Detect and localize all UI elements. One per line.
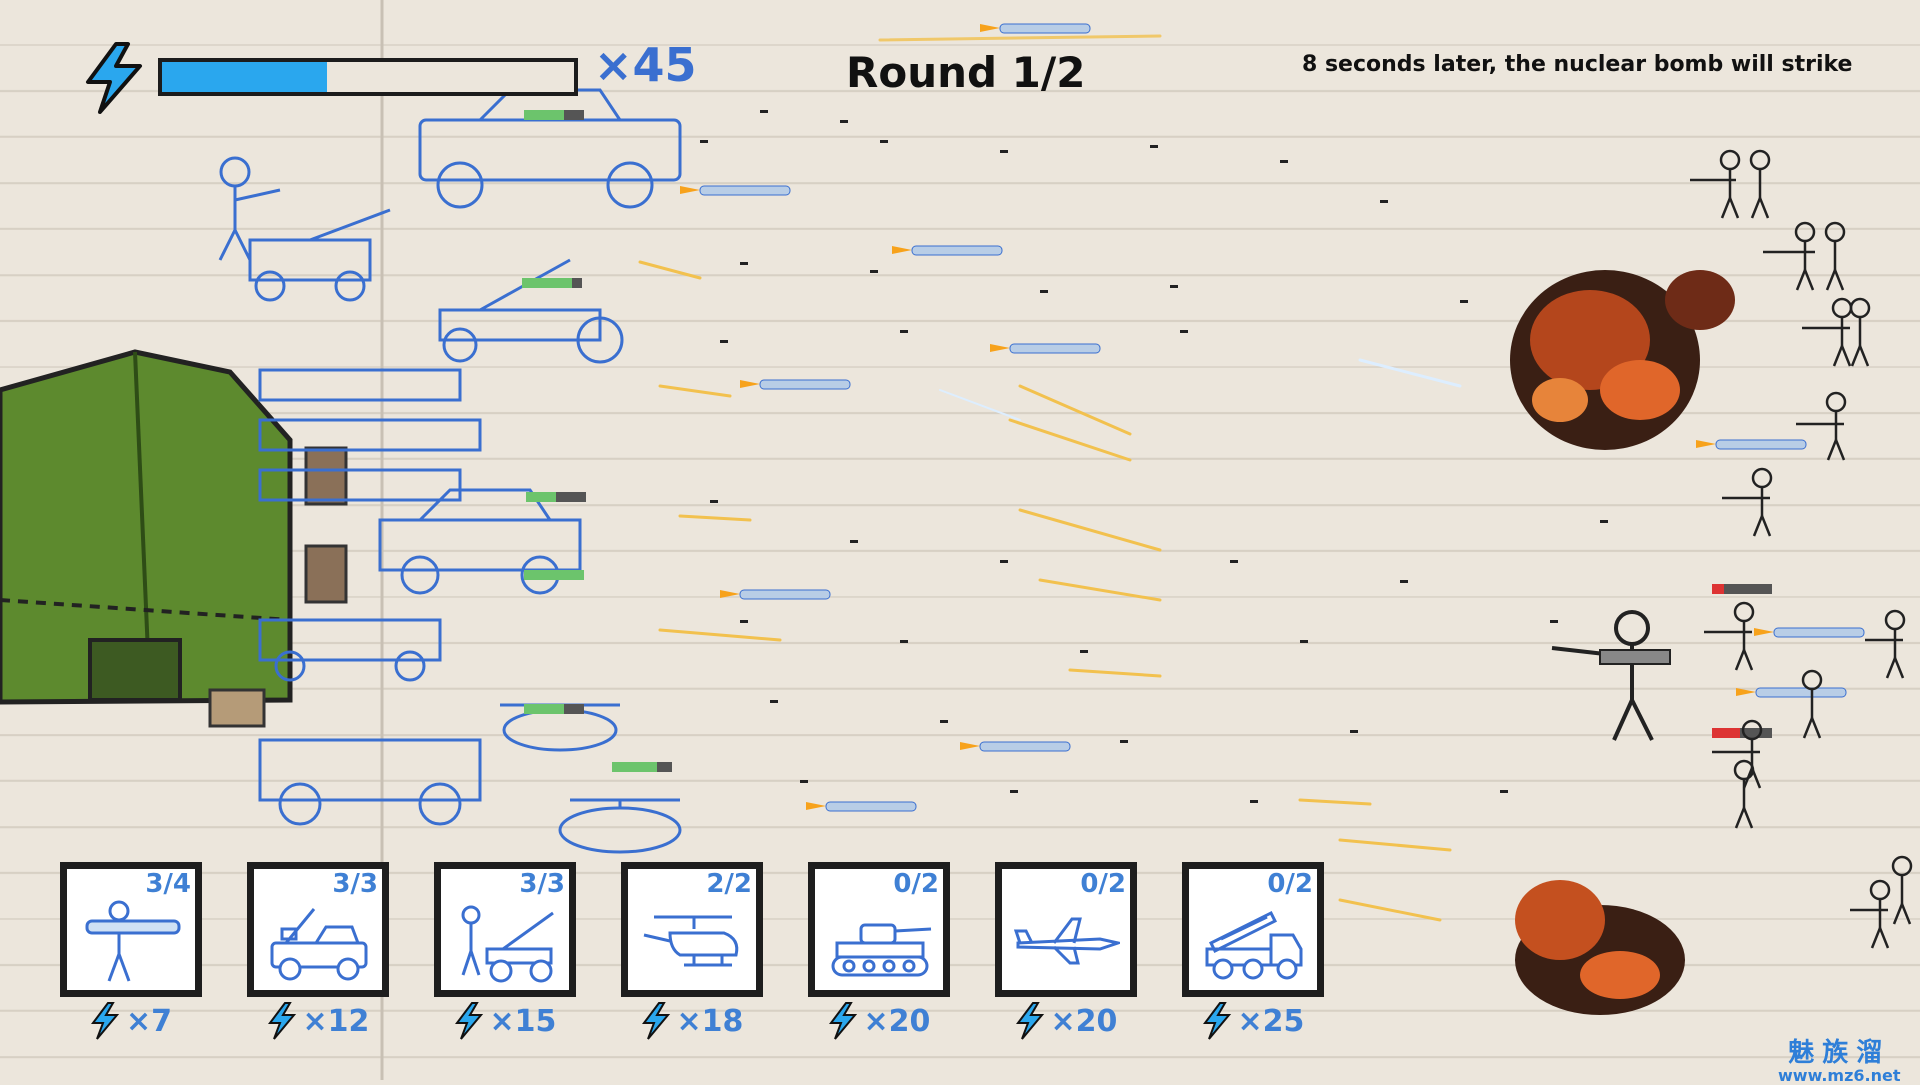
unit-capacity: 2/2 [706,869,752,899]
energy-bar [158,58,578,96]
unit-capacity: 0/2 [893,869,939,899]
unit-cost-value: ×25 [1237,1003,1305,1039]
round-indicator: Round 1/2 [846,48,1086,97]
unit-cost-fighter-jet: ×20 [995,1002,1137,1040]
explosion-upper [1510,270,1735,450]
lightning-bolt-icon [90,1002,120,1040]
unit-capacity: 0/2 [1267,869,1313,899]
unit-cost-value: ×7 [125,1003,172,1039]
unit-cost-machinegun-jeep: ×12 [247,1002,389,1040]
unit-cost-helicopter: ×18 [621,1002,763,1040]
explosion-lower [1515,880,1685,1015]
bullets [700,110,1628,803]
unit-card-tank[interactable]: 0/2 [808,862,950,997]
unit-capacity: 3/4 [145,869,191,899]
unit-cost-value: ×15 [489,1003,557,1039]
unit-capacity: 3/3 [332,869,378,899]
energy-bar-fill [162,62,327,92]
lightning-bolt-icon [1015,1002,1044,1040]
rockets [680,23,1865,812]
watermark-url: www.mz6.net [1778,1066,1901,1085]
lightning-bolt-icon [267,1002,296,1040]
jet-icon [1014,917,1120,965]
unit-card-helicopter[interactable]: 2/2 [621,862,763,997]
player-army [218,88,682,854]
lightning-bolt-icon [828,1002,857,1040]
health-bars [522,110,1772,772]
energy-count: ×45 [594,38,697,92]
unit-capacity: 0/2 [1080,869,1126,899]
bazooka-soldier-icon [85,900,181,982]
unit-card-rocket-launcher-truck[interactable]: 0/2 [1182,862,1324,997]
unit-capacity: 3/3 [519,869,565,899]
unit-card-fighter-jet[interactable]: 0/2 [995,862,1137,997]
unit-cost-value: ×20 [863,1003,931,1039]
unit-cost-rocket-launcher-truck: ×25 [1182,1002,1324,1040]
unit-cost-value: ×12 [302,1003,370,1039]
helicopter-icon [643,915,739,967]
tracers [638,34,1462,922]
unit-card-rocket-soldier[interactable]: 3/4 [60,862,202,997]
lightning-bolt-icon [641,1002,670,1040]
tank-icon [831,923,932,977]
unit-cost-tank: ×20 [808,1002,950,1040]
enemy-bazooka-soldier [1551,610,1671,741]
lightning-bolt-icon [1202,1002,1231,1040]
unit-cost-artillery-cannon: ×15 [434,1002,576,1040]
unit-card-machinegun-jeep[interactable]: 3/3 [247,862,389,997]
enemy-army [1690,149,1913,949]
nuke-warning-text: 8 seconds later, the nuclear bomb will s… [1302,52,1853,77]
player-base-tent [0,349,348,728]
energy-lightning-icon [82,42,146,114]
unit-cost-rocket-soldier: ×7 [60,1002,202,1040]
unit-cost-value: ×18 [676,1003,744,1039]
unit-cost-value: ×20 [1050,1003,1118,1039]
cannon-icon [461,905,554,983]
watermark-text: 魅族溜 [1788,1038,1891,1068]
unit-card-artillery-cannon[interactable]: 3/3 [434,862,576,997]
missile-truck-icon [1205,910,1303,980]
lightning-bolt-icon [454,1002,483,1040]
site-watermark: 魅族溜 www.mz6.net [1778,1040,1900,1085]
gun-jeep-icon [270,908,368,981]
